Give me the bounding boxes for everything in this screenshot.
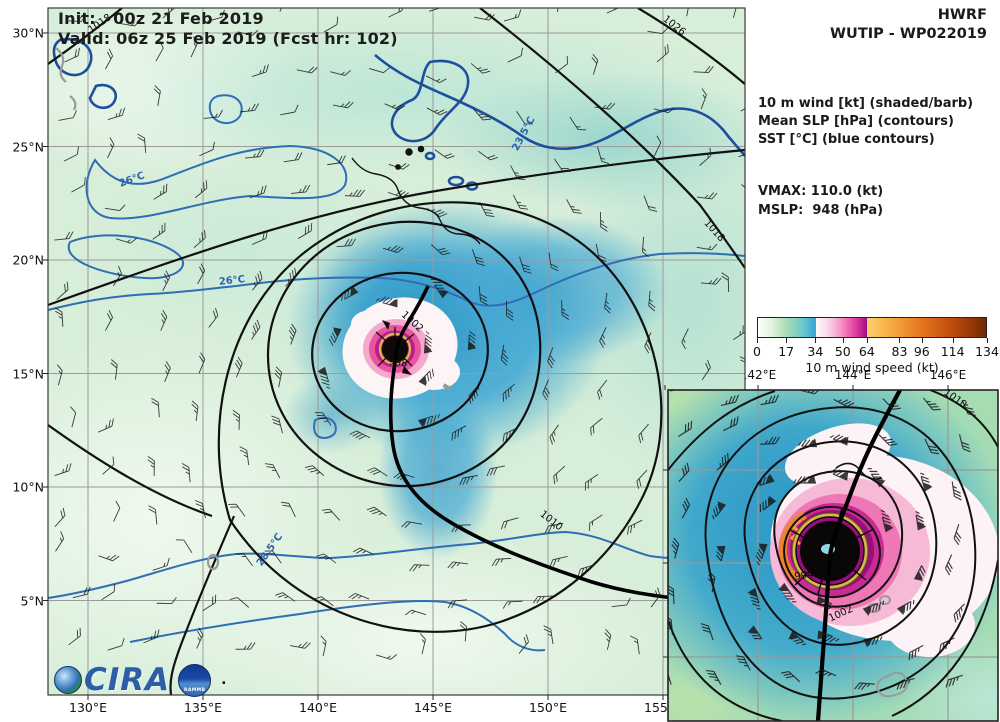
colorbar-tick-label: 64: [858, 344, 875, 359]
colorbar-caption: 10 m wind speed (kt): [805, 360, 939, 375]
colorbar-tick-label: 34: [807, 344, 824, 359]
inset-map: [668, 390, 998, 721]
colorbar-tick: [899, 338, 901, 343]
colorbar-tick-label: 17: [778, 344, 795, 359]
colorbar-tick-label: 83: [891, 344, 908, 359]
sst-contours-north: [52, 37, 745, 191]
colorbar-tick: [786, 338, 788, 343]
colorbar-tick-label: 134: [975, 344, 999, 359]
rammb-logo-icon: RAMMB: [178, 663, 212, 697]
slp-contours: [48, 8, 745, 695]
colorbar-tick: [815, 338, 817, 343]
forecast-track: [388, 285, 691, 602]
colorbar-tick: [866, 338, 868, 343]
rammb-label: RAMMB: [183, 687, 206, 693]
colorbar-tick: [842, 338, 844, 343]
colorbar-tick: [921, 338, 923, 343]
cira-wordmark: CIRA: [84, 662, 171, 698]
cira-rammb-logo: CIRA RAMMB .: [54, 662, 226, 698]
colorbar-tick-label: 0: [753, 344, 761, 359]
sst-contours: [48, 94, 745, 652]
main-map: [48, 8, 745, 695]
colorbar-tick: [952, 338, 954, 343]
globe-icon: [54, 666, 82, 694]
colorbar-tick-label: 50: [834, 344, 851, 359]
colorbar-tick-label: 96: [913, 344, 930, 359]
wind-speed-colorbar: [757, 317, 987, 338]
inset-forecast-track: [815, 390, 902, 721]
colorbar-tick-label: 114: [940, 344, 965, 359]
axis-ticks: [43, 32, 664, 700]
coastline-fragments: [55, 47, 220, 571]
logo-dot: .: [221, 672, 227, 688]
colorbar-tick: [987, 338, 988, 343]
colorbar-tick: [757, 338, 758, 343]
